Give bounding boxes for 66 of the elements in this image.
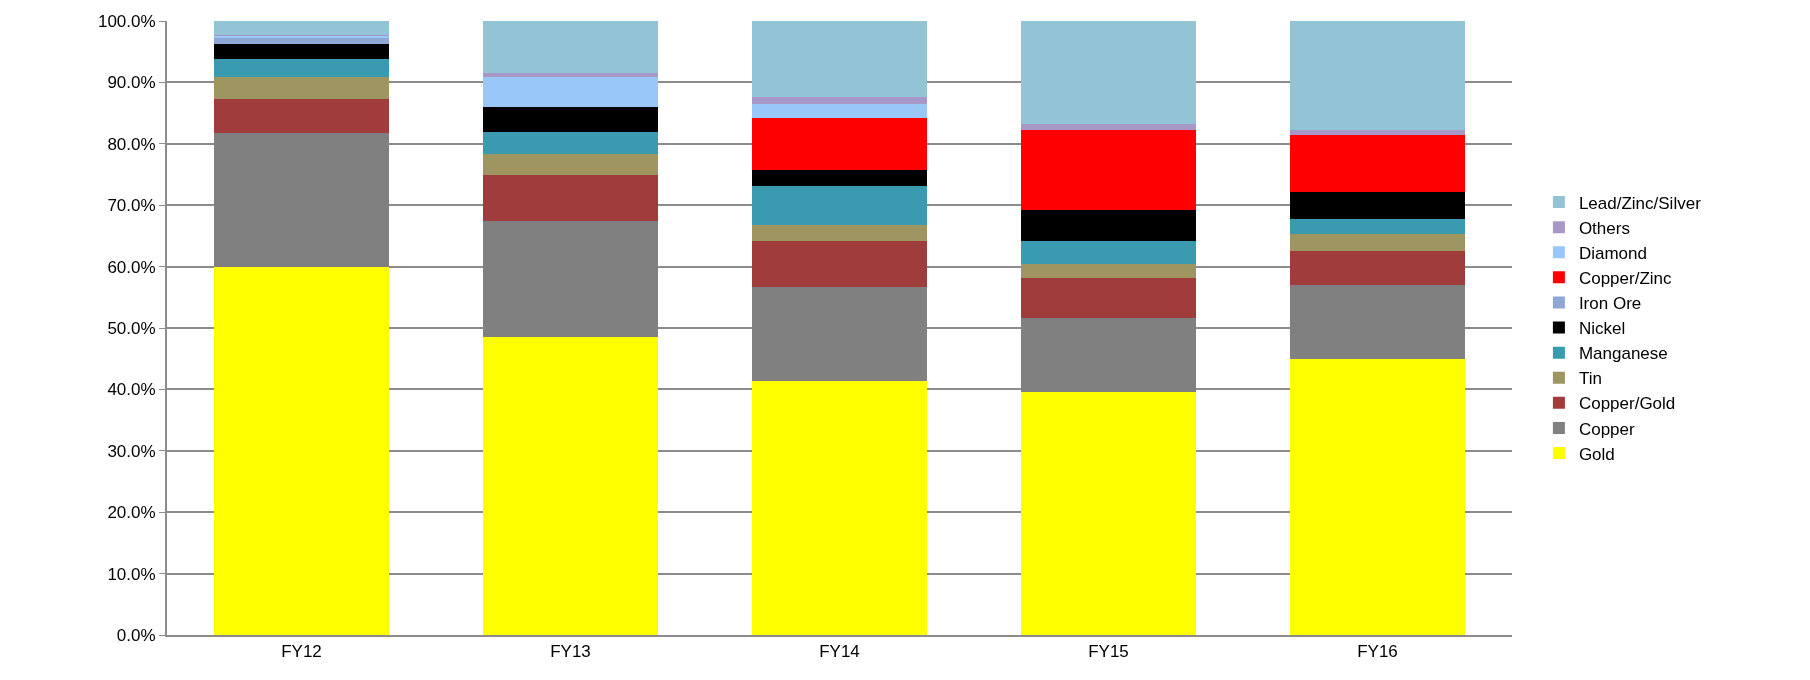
y-tick-label: 60.0% bbox=[107, 257, 156, 277]
y-tick-label: 20.0% bbox=[107, 503, 156, 523]
bar bbox=[1021, 241, 1196, 265]
bar bbox=[483, 154, 658, 175]
bar bbox=[1290, 21, 1465, 131]
bar bbox=[1021, 264, 1196, 278]
bar bbox=[752, 97, 927, 104]
bar bbox=[1290, 135, 1465, 193]
legend-label: Gold bbox=[1578, 444, 1615, 464]
legend-label: Copper bbox=[1578, 419, 1635, 439]
bar bbox=[1021, 277, 1196, 319]
legend-label: Manganese bbox=[1578, 344, 1668, 364]
legend-label: Iron Ore bbox=[1578, 294, 1642, 314]
bar bbox=[1021, 21, 1196, 124]
bar bbox=[752, 21, 927, 98]
bar bbox=[214, 267, 389, 635]
y-tick-label: 80.0% bbox=[107, 134, 156, 154]
bar bbox=[214, 98, 389, 134]
bar bbox=[752, 170, 927, 186]
bar bbox=[214, 21, 389, 36]
legend-label: Nickel bbox=[1578, 319, 1626, 339]
x-tick-label: FY14 bbox=[819, 642, 860, 662]
legend-label: Others bbox=[1578, 218, 1630, 238]
bar bbox=[214, 44, 389, 60]
bar bbox=[483, 21, 658, 73]
bar bbox=[752, 185, 927, 226]
bar bbox=[214, 76, 389, 99]
bar bbox=[1290, 359, 1465, 635]
y-tick-label: 10.0% bbox=[107, 564, 156, 584]
bar bbox=[1290, 234, 1465, 251]
x-tick-label: FY16 bbox=[1357, 642, 1398, 662]
bar bbox=[1021, 210, 1196, 242]
bar bbox=[1290, 219, 1465, 235]
bar bbox=[1021, 123, 1196, 130]
y-tick-label: 0.0% bbox=[116, 625, 156, 645]
bar bbox=[1290, 192, 1465, 220]
y-tick-label: 30.0% bbox=[107, 441, 156, 461]
legend-label: Diamond bbox=[1578, 243, 1647, 263]
x-tick-label: FY15 bbox=[1088, 642, 1129, 662]
bar bbox=[752, 118, 927, 171]
bar bbox=[1290, 130, 1465, 136]
legend-label: Copper/Gold bbox=[1578, 394, 1676, 414]
y-tick-label: 90.0% bbox=[107, 73, 156, 93]
bar bbox=[214, 38, 389, 45]
y-tick-label: 40.0% bbox=[107, 380, 156, 400]
bar bbox=[1021, 392, 1196, 635]
y-tick-label: 70.0% bbox=[107, 196, 156, 216]
bar bbox=[483, 174, 658, 222]
bar bbox=[483, 106, 658, 133]
legend-label: Lead/Zinc/Silver bbox=[1578, 193, 1702, 213]
bar bbox=[1021, 129, 1196, 211]
y-tick-label: 100.0% bbox=[97, 11, 156, 31]
x-tick-label: FY13 bbox=[550, 642, 591, 662]
bar bbox=[752, 103, 927, 119]
bar bbox=[1290, 250, 1465, 286]
x-tick-label: FY12 bbox=[281, 642, 322, 662]
bar bbox=[214, 59, 389, 77]
bar bbox=[483, 77, 658, 107]
bar bbox=[483, 337, 658, 635]
legend-label: Copper/Zinc bbox=[1578, 268, 1672, 288]
y-tick-label: 50.0% bbox=[107, 318, 156, 338]
bar bbox=[752, 225, 927, 242]
bar bbox=[752, 381, 927, 635]
legend-label: Tin bbox=[1578, 369, 1602, 389]
bar bbox=[752, 241, 927, 288]
bar bbox=[483, 132, 658, 155]
